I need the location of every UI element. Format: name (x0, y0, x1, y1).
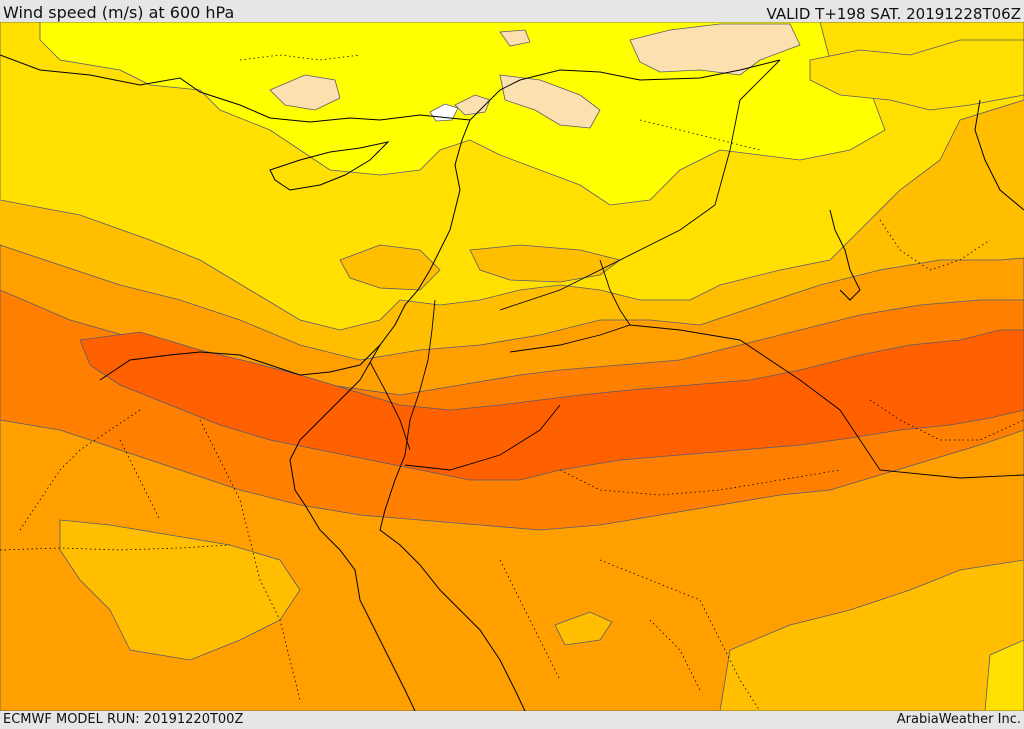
border-jordan (509, 324, 741, 353)
border-iraq-saudi (499, 204, 716, 311)
band-red-orange (79, 329, 1024, 481)
band-amber-s (554, 611, 613, 646)
region-line-12 (649, 619, 701, 691)
border-sinai (369, 361, 411, 451)
coastline-cyprus (269, 141, 390, 191)
region-line-11 (119, 439, 161, 521)
band-gold-ne (809, 39, 1024, 111)
band-gold-se (984, 639, 1024, 711)
border-syria-iraq (599, 259, 631, 326)
border-saudi-iraq-2 (739, 339, 1024, 479)
coastline-caspian-hint (974, 99, 1024, 211)
band-peach-5 (499, 29, 531, 47)
map-title: Wind speed (m/s) at 600 hPa (3, 3, 235, 22)
coastline-gulf-suez (289, 344, 416, 711)
coastline-red-sea-east (379, 454, 526, 711)
band-amber-se (719, 559, 1024, 711)
borders (369, 59, 1024, 479)
coastline-egypt-north (99, 351, 301, 381)
coastline-persian-gulf (829, 209, 861, 301)
band-peach-2 (499, 74, 601, 129)
valid-time: VALID T+198 SAT. 20191228T06Z (766, 5, 1021, 23)
band-amber-sw (59, 519, 301, 661)
band-amber-patch-1 (339, 244, 441, 291)
coastline-turkey-south (0, 54, 471, 123)
band-amber-patch-2 (469, 244, 621, 283)
header-bar (0, 0, 1024, 22)
region-line-2 (19, 409, 141, 531)
credit: ArabiaWeather Inc. (896, 712, 1021, 727)
border-iraq-iran (714, 59, 781, 206)
region-boundaries (0, 54, 1024, 711)
region-line-9 (879, 219, 991, 271)
footer-bar (0, 711, 1024, 729)
coastlines (0, 54, 1024, 711)
coastline-black-sea (469, 59, 781, 121)
model-run: ECMWF MODEL RUN: 20191220T00Z (3, 712, 244, 727)
region-line-4 (559, 469, 841, 496)
border-jordan-saudi (404, 404, 561, 471)
band-peach-3 (269, 74, 341, 111)
wind-speed-map (0, 22, 1024, 711)
coastline-levant (299, 119, 471, 376)
band-peach-1 (629, 23, 801, 76)
border-israel-jordan (404, 299, 436, 456)
region-line-5 (599, 559, 761, 711)
band-peach-4 (454, 94, 491, 116)
